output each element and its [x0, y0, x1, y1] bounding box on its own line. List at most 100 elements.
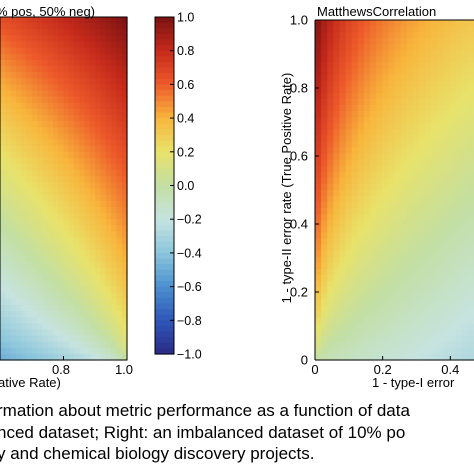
- heatmap-cell: [333, 44, 341, 51]
- heatmap-cell: [10, 243, 17, 251]
- heatmap-cell: [376, 50, 383, 58]
- heatmap-cell: [0, 225, 6, 232]
- heatmap-cell: [443, 117, 451, 124]
- heatmap-cell: [321, 165, 328, 173]
- heatmap-cell: [418, 256, 426, 264]
- heatmap-cell: [357, 250, 365, 258]
- heatmap-cell: [58, 304, 65, 312]
- heatmap-cell: [5, 353, 12, 361]
- heatmap-cell: [467, 238, 474, 246]
- heatmap-cell: [5, 298, 12, 306]
- heatmap-cell: [74, 121, 80, 128]
- heatmap-cell: [315, 329, 322, 337]
- heatmap-cell: [351, 92, 359, 100]
- heatmap-cell: [42, 17, 49, 24]
- heatmap-cell: [95, 219, 102, 226]
- heatmap-cell: [0, 219, 6, 226]
- heatmap-cell: [443, 32, 451, 39]
- heatmap-cell: [437, 105, 445, 112]
- heatmap-cell: [467, 171, 474, 179]
- heatmap-cell: [363, 244, 371, 252]
- heatmap-cell: [443, 317, 451, 325]
- heatmap-cell: [84, 176, 91, 183]
- heatmap-cell: [455, 105, 463, 112]
- heatmap-cell: [52, 317, 59, 324]
- heatmap-cell: [105, 255, 112, 263]
- heatmap-cell: [394, 317, 402, 325]
- heatmap-cell: [0, 255, 6, 263]
- heatmap-cell: [449, 32, 457, 39]
- heatmap-cell: [58, 78, 65, 85]
- heatmap-cell: [370, 153, 377, 161]
- heatmap-cell: [321, 226, 328, 234]
- heatmap-cell: [315, 177, 322, 185]
- heatmap-cell: [437, 171, 445, 179]
- heatmap-cell: [461, 353, 469, 361]
- heatmap-cell: [345, 347, 353, 355]
- heatmap-cell: [363, 80, 371, 88]
- heatmap-cell: [327, 305, 334, 313]
- heatmap-cell: [31, 311, 38, 318]
- heatmap-cell: [10, 66, 17, 73]
- heatmap-cell: [382, 177, 389, 185]
- heatmap-cell: [52, 304, 59, 312]
- heatmap-cell: [74, 219, 80, 226]
- heatmap-cell: [58, 353, 65, 361]
- heatmap-cell: [388, 268, 396, 276]
- heatmap-cell: [400, 317, 408, 325]
- heatmap-cell: [111, 231, 118, 239]
- heatmap-cell: [79, 90, 86, 98]
- heatmap-cell: [15, 353, 22, 361]
- heatmap-cell: [431, 208, 438, 215]
- heatmap-cell: [26, 23, 33, 30]
- heatmap-cell: [95, 341, 102, 349]
- heatmap-cell: [431, 32, 438, 39]
- heatmap-cell: [21, 164, 28, 171]
- heatmap-cell: [63, 323, 70, 330]
- heatmap-cell: [95, 286, 102, 294]
- heatmap-cell: [394, 256, 402, 264]
- heatmap-cell: [0, 108, 6, 116]
- heatmap-cell: [467, 250, 474, 258]
- heatmap-cell: [345, 98, 353, 106]
- heatmap-cell: [437, 317, 445, 325]
- heatmap-cell: [315, 208, 322, 215]
- heatmap-cell: [26, 127, 33, 134]
- heatmap-cell: [0, 182, 6, 190]
- left-heatmap: [0, 16, 128, 361]
- heatmap-cell: [42, 329, 49, 337]
- heatmap-cell: [388, 135, 396, 143]
- heatmap-cell: [74, 311, 80, 318]
- heatmap-cell: [357, 214, 365, 221]
- heatmap-cell: [437, 268, 445, 276]
- heatmap-cell: [345, 165, 353, 173]
- heatmap-cell: [461, 44, 469, 51]
- heatmap-cell: [461, 20, 469, 27]
- heatmap-cell: [321, 123, 328, 130]
- heatmap-cell: [449, 220, 457, 228]
- heatmap-cell: [400, 281, 408, 288]
- heatmap-cell: [95, 84, 102, 92]
- heatmap-cell: [406, 323, 414, 331]
- heatmap-cell: [26, 243, 33, 251]
- heatmap-cell: [321, 171, 328, 179]
- heatmap-cell: [116, 249, 123, 257]
- heatmap-cell: [437, 129, 445, 136]
- heatmap-cell: [339, 353, 347, 361]
- heatmap-cell: [74, 255, 80, 263]
- heatmap-cell: [345, 153, 353, 161]
- heatmap-cell: [63, 84, 70, 92]
- heatmap-cell: [376, 341, 383, 349]
- heatmap-cell: [327, 111, 334, 118]
- heatmap-cell: [21, 176, 28, 183]
- heatmap-cell: [418, 62, 426, 70]
- heatmap-cell: [47, 243, 54, 251]
- heatmap-cell: [388, 80, 396, 88]
- heatmap-cell: [351, 80, 359, 88]
- heatmap-cell: [418, 44, 426, 51]
- heatmap-cell: [52, 298, 59, 306]
- colorbar-cell: [155, 101, 174, 108]
- heatmap-cell: [388, 62, 396, 70]
- colorbar-cell: [155, 123, 174, 130]
- heatmap-cell: [58, 139, 65, 147]
